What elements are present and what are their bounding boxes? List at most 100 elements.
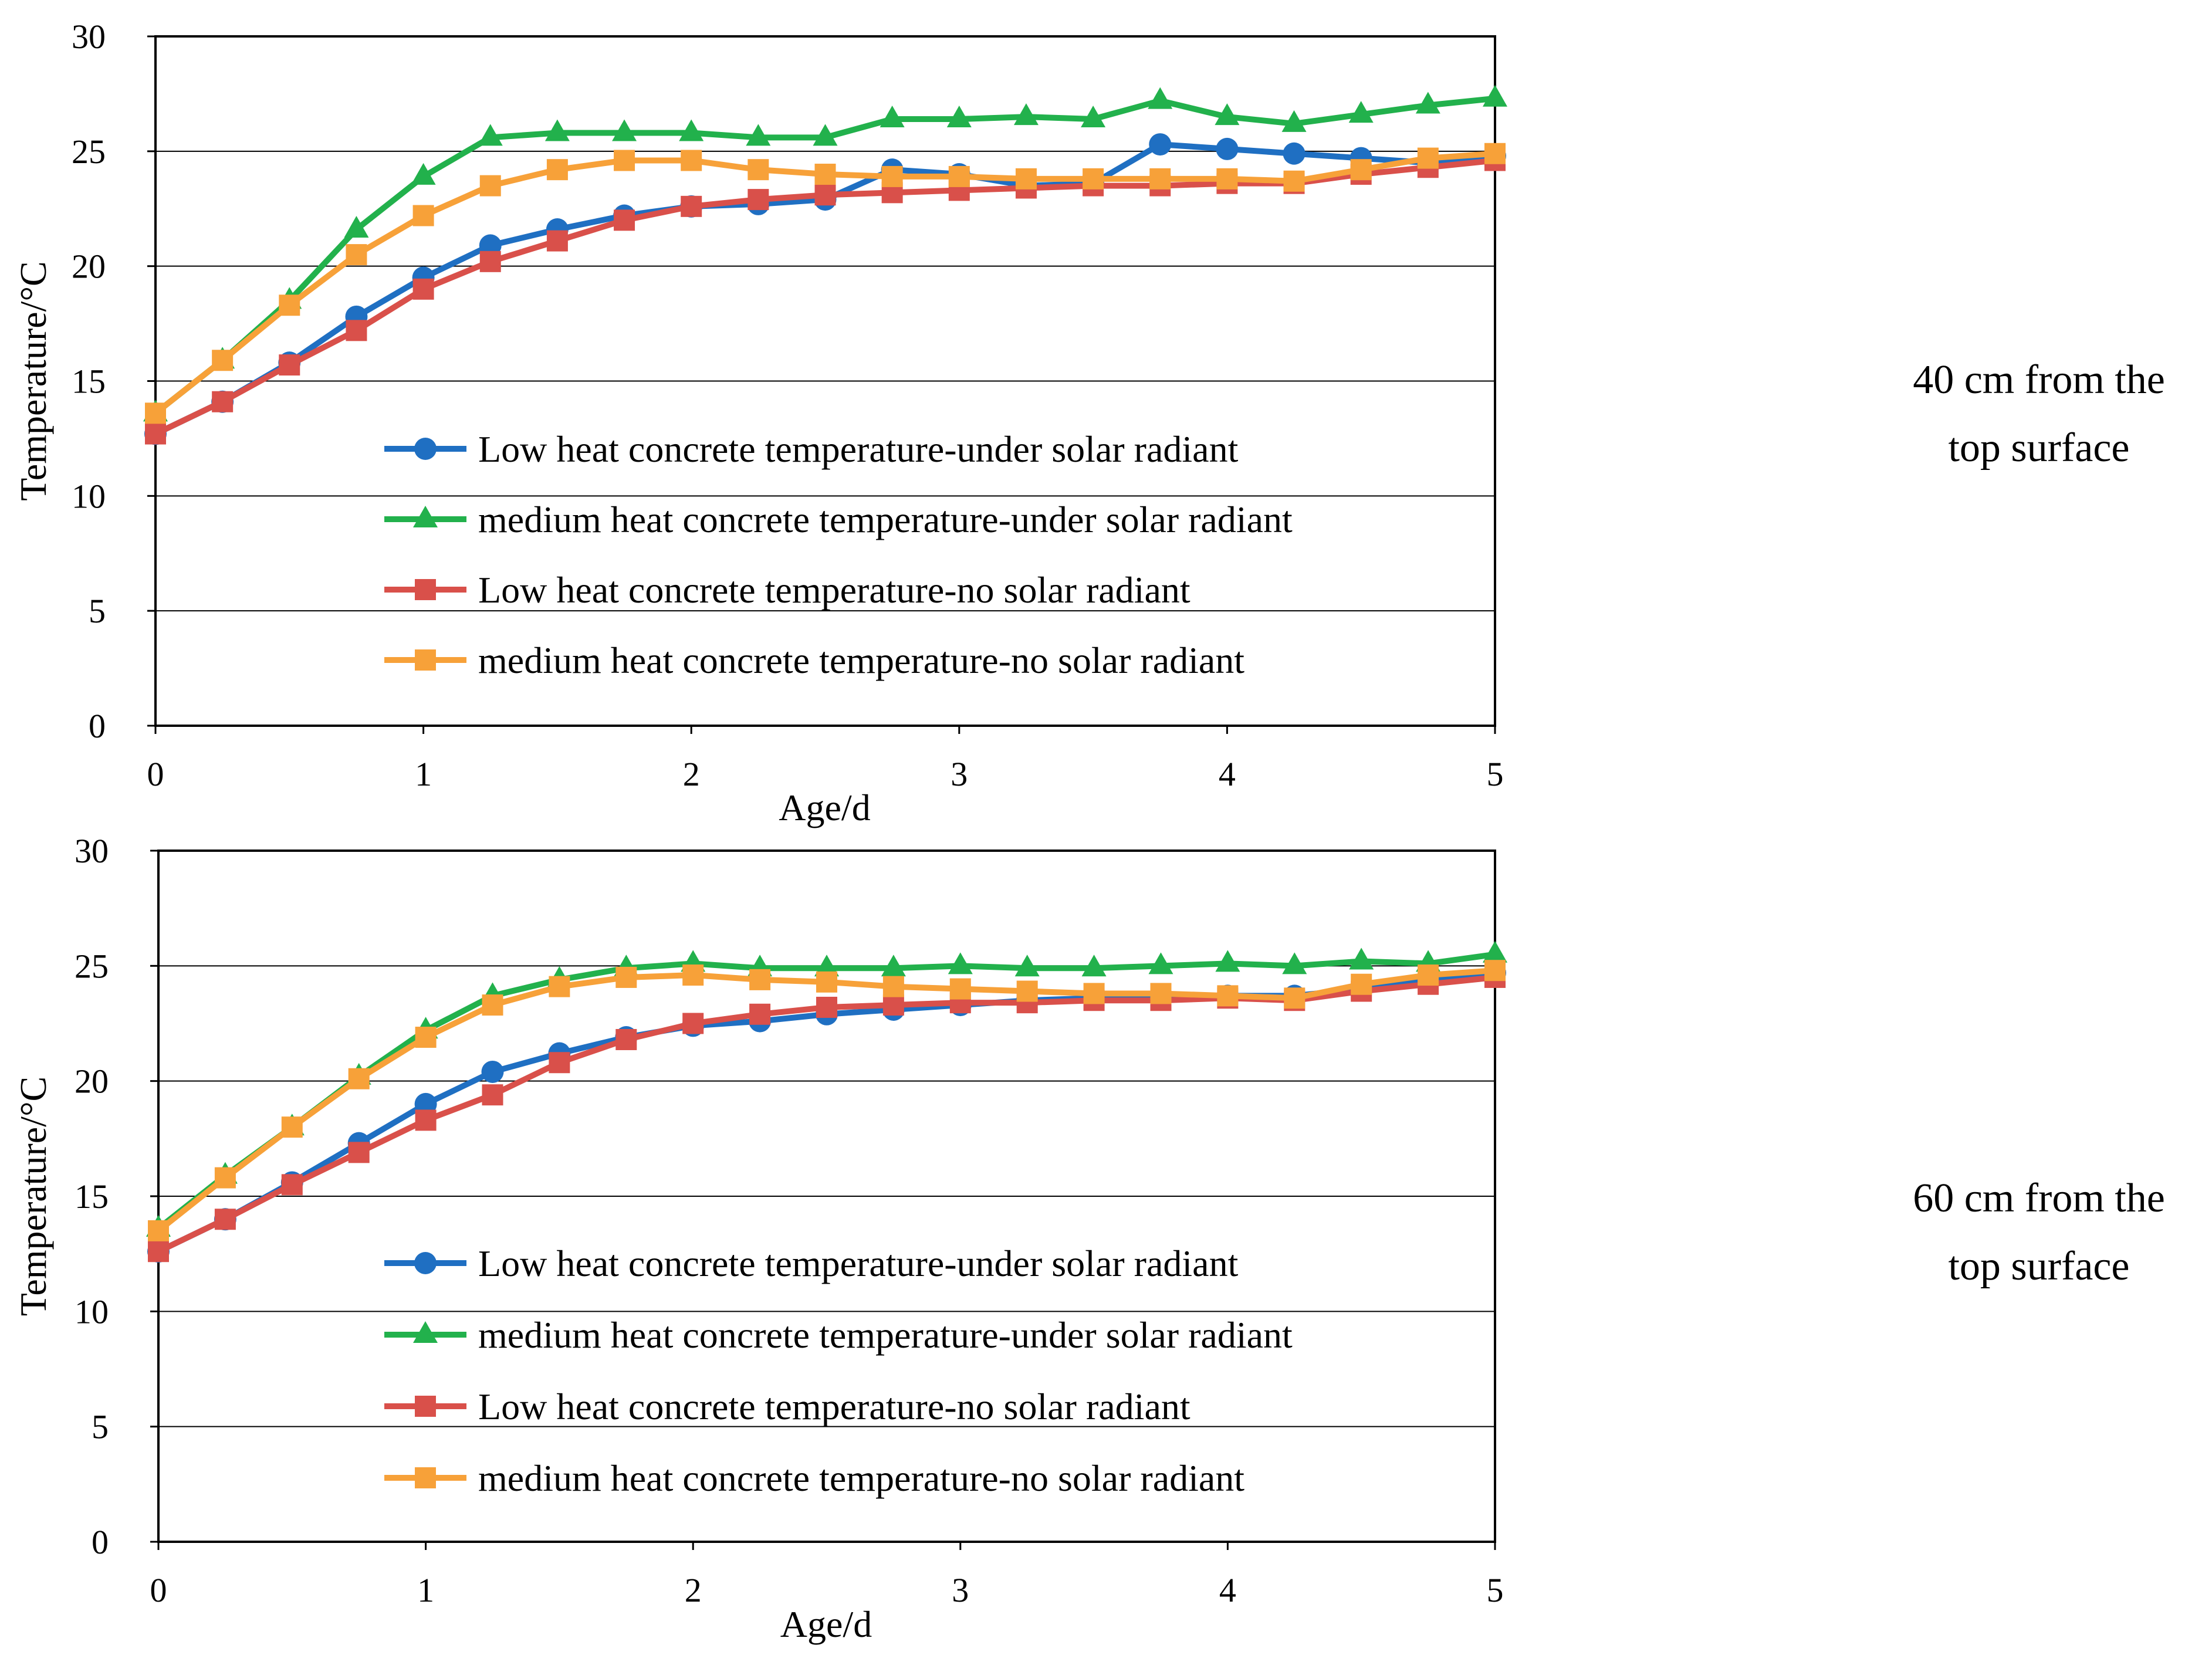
data-point [814, 184, 836, 206]
data-point [1281, 110, 1307, 132]
data-point [948, 165, 970, 187]
legend: Low heat concrete temperature-under sola… [384, 1243, 1293, 1499]
legend: Low heat concrete temperature-under sola… [384, 428, 1293, 681]
data-point [544, 119, 570, 141]
data-point [681, 195, 702, 217]
data-point [880, 106, 905, 127]
data-point [1483, 940, 1507, 963]
legend-marker [415, 579, 436, 600]
data-point [1150, 983, 1172, 1004]
data-point [482, 994, 503, 1016]
data-point [1350, 159, 1372, 181]
data-point [682, 1013, 704, 1034]
x-tick-label: 5 [1487, 755, 1504, 793]
data-point [478, 124, 503, 146]
data-point [1014, 955, 1040, 977]
y-tick-label: 10 [72, 477, 106, 515]
depth-label: 60 cm from the top surface [1913, 1176, 2165, 1289]
data-point [614, 209, 635, 231]
x-tick-label: 2 [683, 755, 700, 793]
data-point [1282, 952, 1307, 974]
data-point [1015, 168, 1037, 189]
data-point [816, 997, 837, 1018]
data-point [214, 1209, 236, 1230]
legend-marker [415, 1467, 436, 1488]
depth-label: 40 cm from the top surface [1913, 357, 2165, 471]
data-point [1148, 87, 1173, 109]
data-point [1081, 106, 1106, 127]
legend-marker [414, 1252, 437, 1274]
legend-label: Low heat concrete temperature-no solar r… [478, 1386, 1190, 1427]
data-point [148, 1241, 169, 1263]
y-tick-label: 20 [75, 1062, 109, 1101]
data-point [881, 955, 906, 977]
data-point [1215, 950, 1240, 972]
data-point [882, 976, 904, 997]
data-point [281, 1116, 303, 1138]
series-2 [143, 84, 1507, 422]
data-point [1149, 168, 1171, 189]
y-tick-label: 0 [89, 707, 106, 745]
data-point [1417, 147, 1439, 169]
data-point [145, 402, 166, 424]
data-point [746, 124, 771, 146]
legend-marker [414, 438, 437, 460]
legend-label: Low heat concrete temperature-under sola… [478, 428, 1239, 470]
x-axis-label: Age/d [779, 787, 870, 828]
data-point [814, 164, 836, 185]
data-point [813, 124, 838, 146]
data-point [279, 295, 300, 316]
data-point [814, 955, 839, 977]
data-point [481, 1060, 504, 1083]
legend-label: medium heat concrete temperature-under s… [478, 1314, 1293, 1356]
data-point [1351, 973, 1372, 995]
data-point [1081, 955, 1107, 977]
data-point [348, 1068, 370, 1089]
data-point [412, 205, 434, 226]
data-point [479, 175, 501, 197]
y-tick-label: 10 [75, 1292, 109, 1331]
legend-label: medium heat concrete temperature-no sola… [478, 1457, 1244, 1499]
data-point [1283, 142, 1305, 165]
legend-marker [413, 1321, 438, 1343]
data-point [344, 216, 369, 238]
data-point [1216, 168, 1238, 189]
data-point [1483, 84, 1507, 107]
series-4 [145, 143, 1506, 424]
legend-marker [413, 506, 438, 527]
data-point [546, 230, 568, 252]
legend-label: Low heat concrete temperature-no solar r… [478, 569, 1190, 611]
data-point [614, 150, 635, 171]
data-point [479, 251, 501, 272]
data-point [279, 354, 300, 376]
data-point [549, 1052, 570, 1074]
x-tick-label: 3 [952, 1571, 969, 1609]
data-point [145, 423, 166, 445]
data-point [948, 952, 973, 974]
data-point [748, 159, 769, 181]
legend-label: medium heat concrete temperature-under s… [478, 499, 1293, 540]
x-tick-label: 5 [1487, 1571, 1504, 1609]
data-point [1484, 960, 1506, 982]
legend-label: Low heat concrete temperature-under sola… [478, 1243, 1239, 1284]
data-point [148, 1220, 169, 1241]
data-point [1149, 133, 1172, 156]
x-tick-label: 4 [1219, 755, 1236, 793]
y-tick-label: 15 [72, 363, 106, 401]
data-point [348, 1142, 370, 1163]
x-tick-label: 1 [415, 755, 432, 793]
data-point [681, 150, 702, 171]
data-point [549, 976, 570, 997]
data-point [1284, 987, 1305, 1009]
y-tick-label: 5 [92, 1408, 109, 1446]
data-point [881, 165, 903, 187]
chart-panel-1: 0 5 10 15 20 25 30 0 1 2 3 4 5 Age/d Temperature/°C Low… [12, 18, 2165, 828]
data-point [212, 350, 234, 371]
data-point [482, 1084, 503, 1106]
y-tick-label: 15 [75, 1177, 109, 1216]
y-axis-label: Temperature/°C [12, 1077, 54, 1316]
data-point [749, 1003, 771, 1025]
data-point [1348, 101, 1374, 123]
data-point [546, 159, 568, 181]
